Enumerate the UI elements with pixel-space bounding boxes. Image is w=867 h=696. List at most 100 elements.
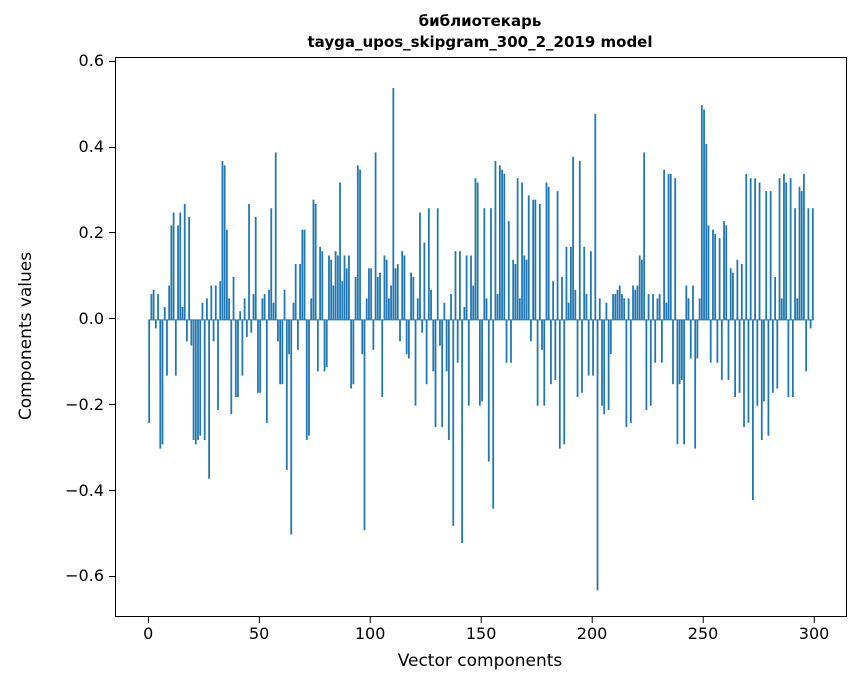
bar (745, 173, 748, 320)
bar (407, 319, 410, 359)
bar (809, 319, 812, 329)
bar (372, 319, 375, 350)
bar (658, 294, 661, 320)
bar (703, 109, 705, 320)
bar (694, 319, 697, 449)
bar (212, 319, 215, 342)
bar (487, 319, 490, 462)
y-tick-label: 0.2 (78, 222, 104, 242)
bar (501, 169, 503, 320)
bar (192, 319, 195, 441)
x-tick: 300 (798, 616, 830, 643)
bar (170, 225, 173, 320)
chart-title-word: библиотекарь (418, 12, 542, 30)
bar (414, 319, 417, 406)
bar (439, 319, 441, 346)
bar (636, 285, 639, 320)
x-tick: 200 (577, 616, 607, 642)
y-tick: 0.0 (0, 308, 116, 328)
bar (789, 178, 792, 320)
bar (450, 294, 452, 320)
bar (243, 298, 246, 320)
bar (234, 319, 237, 398)
x-tick-label: 100 (354, 624, 386, 643)
bar (638, 255, 641, 320)
bar (492, 319, 495, 509)
bar (292, 302, 295, 320)
bar (776, 319, 779, 389)
bar (388, 298, 390, 320)
bar (749, 178, 752, 320)
bar (374, 152, 377, 320)
bar (589, 251, 592, 320)
bar (332, 285, 335, 320)
bar (228, 298, 230, 320)
bar (521, 182, 523, 320)
bar (532, 199, 535, 320)
x-tick-mark (480, 616, 482, 623)
bar (576, 319, 579, 398)
bar (248, 203, 250, 320)
bar (507, 221, 510, 320)
bar (206, 298, 208, 320)
bar (621, 294, 623, 320)
y-tick-label: 0.0 (78, 308, 104, 328)
bar (423, 242, 426, 320)
bar (154, 319, 157, 329)
bar (467, 319, 470, 406)
bar (747, 319, 750, 423)
bar (343, 255, 346, 320)
bar (270, 208, 273, 320)
bar (754, 178, 756, 320)
bar (301, 229, 304, 320)
x-tick-label: 300 (798, 624, 830, 643)
bar (496, 294, 499, 320)
bar (427, 208, 430, 320)
bar (609, 319, 612, 355)
bar (798, 186, 801, 320)
bar (530, 319, 532, 342)
bar (430, 289, 432, 320)
bar (661, 319, 663, 363)
bar (272, 302, 275, 320)
bar (552, 281, 555, 320)
y-tick: −0.6 (0, 568, 116, 584)
bar (678, 319, 681, 385)
x-tick-mark (702, 616, 704, 623)
bar (583, 246, 586, 320)
bar (463, 306, 466, 320)
x-tick-mark (258, 616, 260, 623)
bar (676, 319, 679, 445)
y-tick: −0.2 (0, 396, 116, 413)
bar (685, 285, 688, 320)
bar (316, 319, 319, 372)
bar (168, 285, 171, 320)
x-tick-mark (147, 616, 149, 623)
y-tick-label: 0.6 (78, 51, 104, 71)
bar (274, 152, 277, 320)
bar (221, 161, 224, 320)
bar (461, 319, 464, 544)
bar (252, 294, 255, 320)
bar (729, 268, 732, 320)
bar (277, 319, 279, 342)
bar (419, 212, 421, 320)
bar (425, 319, 428, 385)
bar (199, 319, 202, 436)
bar (803, 173, 805, 320)
bar (652, 294, 654, 320)
bar (767, 319, 770, 436)
bar (303, 229, 306, 320)
bar (232, 276, 235, 320)
bar (254, 216, 257, 320)
bar (510, 319, 512, 363)
chart-title: библиотекарь tayga_upos_skipgram_300_2_2… (115, 11, 845, 53)
bar (399, 319, 401, 342)
bar (443, 302, 446, 320)
bar (734, 319, 737, 398)
y-tick: −0.4 (0, 482, 116, 499)
bar (334, 251, 337, 320)
y-tick: 0.2 (0, 222, 116, 242)
bar (476, 182, 479, 320)
bar (383, 255, 386, 320)
